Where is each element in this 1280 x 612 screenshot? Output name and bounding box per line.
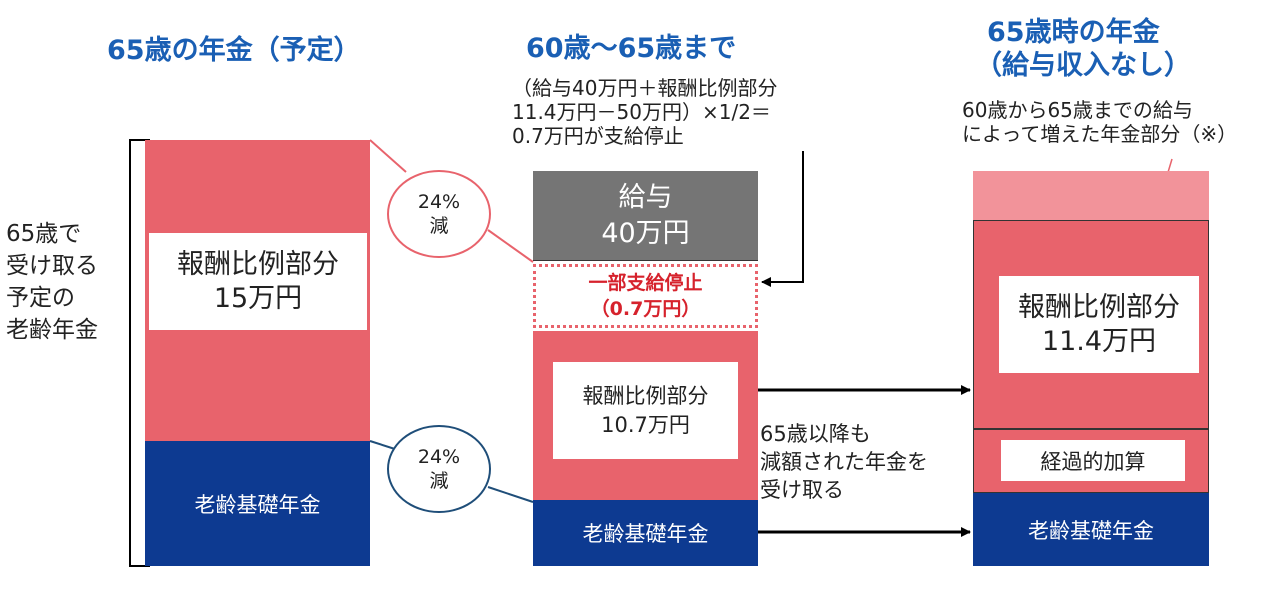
col2-salary-block: 給与 40万円 xyxy=(533,171,758,261)
continue-note: 65歳以降も 減額された年金を 受け取る xyxy=(760,420,928,504)
col2-suspension-amount: （0.7万円） xyxy=(590,298,701,320)
col3-title-line2: （給与収入なし） xyxy=(975,50,1191,81)
increase-note: 60歳から65歳までの給与 によって増えた年金部分（※） xyxy=(962,98,1237,146)
formula-arrow xyxy=(761,151,804,287)
col2-suspension-label: 一部支給停止 xyxy=(588,272,703,294)
continue-line1: 65歳以降も xyxy=(760,422,871,446)
side-label-line4: 老齢年金 xyxy=(6,317,98,343)
col2-earnings-label-box: 報酬比例部分 10.7万円 xyxy=(553,362,738,459)
col1-earnings-amount: 15万円 xyxy=(213,282,303,314)
col1-earnings-block: 報酬比例部分 15万円 xyxy=(145,140,370,441)
col2-basic-label: 老齢基礎年金 xyxy=(582,522,709,546)
side-label: 65歳で 受け取る 予定の 老齢年金 xyxy=(6,218,98,346)
formula-line1: （給与40万円＋報酬比例部分 xyxy=(512,76,778,100)
col3-title-line1: 65歳時の年金 xyxy=(987,17,1160,48)
col3-earnings-label-box: 報酬比例部分 11.4万円 xyxy=(999,276,1199,373)
col3-transitional-label: 経過的加算 xyxy=(1040,449,1146,474)
col2-earnings-amount: 10.7万円 xyxy=(601,412,690,437)
increase-line1: 60歳から65歳までの給与 xyxy=(962,98,1193,122)
side-bracket xyxy=(129,139,150,567)
col2-salary-label: 給与 xyxy=(618,181,673,213)
connector-bottom-right xyxy=(487,486,534,503)
col3-basic-label: 老齢基礎年金 xyxy=(1028,518,1154,543)
col3-transitional-label-box: 経過的加算 xyxy=(1001,440,1185,481)
col3-transitional-block: 経過的加算 xyxy=(973,429,1209,493)
col3-basic-block: 老齢基礎年金 xyxy=(973,493,1209,566)
col1-title: 65歳の年金（予定） xyxy=(107,35,361,66)
top-reduction-percent: 24% xyxy=(417,191,461,213)
col3-increase-block xyxy=(973,171,1209,220)
col2-suspension-block: 一部支給停止 （0.7万円） xyxy=(533,264,758,328)
col1-basic-label: 老齢基礎年金 xyxy=(194,492,321,517)
bottom-reduction-label: 減 xyxy=(429,470,449,492)
formula-line3: 0.7万円が支給停止 xyxy=(512,124,684,148)
col2-title: 60歳～65歳まで xyxy=(526,33,737,64)
connector-top-left xyxy=(369,139,407,173)
side-label-line1: 65歳で xyxy=(6,221,82,247)
top-reduction-circle: 24% 減 xyxy=(387,170,491,258)
col2-basic-block: 老齢基礎年金 xyxy=(533,500,758,566)
continue-line2: 減額された年金を xyxy=(760,450,928,474)
top-reduction-label: 減 xyxy=(429,215,449,237)
col3-earnings-label: 報酬比例部分 xyxy=(1018,291,1180,323)
col2-salary-amount: 40万円 xyxy=(601,217,690,249)
col2-earnings-block: 報酬比例部分 10.7万円 xyxy=(533,331,758,500)
side-label-line3: 予定の xyxy=(6,285,75,311)
connector-top-right xyxy=(487,229,534,263)
col2-earnings-label: 報酬比例部分 xyxy=(582,383,709,408)
formula-note: （給与40万円＋報酬比例部分 11.4万円－50万円）×1/2＝ 0.7万円が支… xyxy=(512,76,777,148)
col1-earnings-label: 報酬比例部分 xyxy=(177,248,339,280)
bottom-reduction-circle: 24% 減 xyxy=(387,425,491,513)
bottom-reduction-percent: 24% xyxy=(417,446,461,468)
col1-basic-block: 老齢基礎年金 xyxy=(145,441,370,566)
continue-line3: 受け取る xyxy=(760,478,844,502)
col3-earnings-amount: 11.4万円 xyxy=(1041,325,1157,357)
col1-earnings-label-box: 報酬比例部分 15万円 xyxy=(149,233,367,330)
increase-line2: によって増えた年金部分（※） xyxy=(962,122,1238,146)
formula-line2: 11.4万円－50万円）×1/2＝ xyxy=(512,100,771,124)
side-label-line2: 受け取る xyxy=(6,253,98,279)
col3-earnings-block: 報酬比例部分 11.4万円 xyxy=(973,220,1209,429)
